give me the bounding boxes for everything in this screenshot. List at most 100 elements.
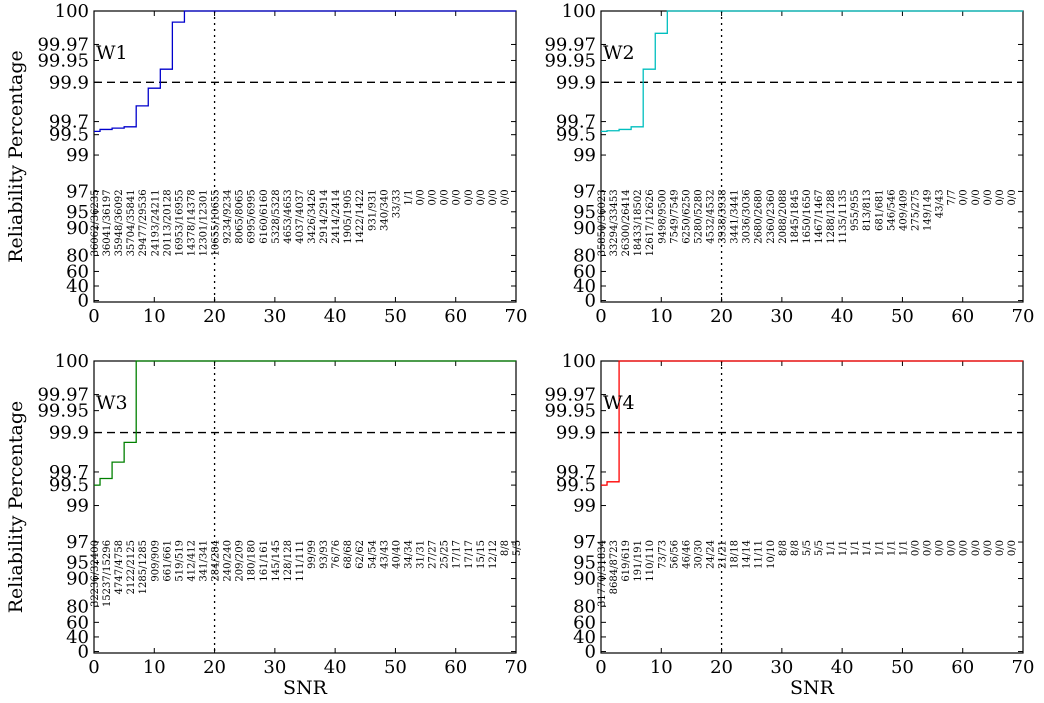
count-annotation: 5/5 (802, 540, 813, 556)
y-tick-label: 99.5 (556, 125, 596, 146)
count-annotation: 17/17 (464, 540, 475, 569)
y-tick-label: 99.95 (544, 401, 596, 422)
y-tick-label: 80 (573, 596, 596, 617)
count-annotation: 4747/4758 (114, 540, 125, 594)
y-tick-label: 60 (66, 261, 89, 282)
count-annotation: 275/275 (910, 189, 921, 231)
count-annotation: 73/73 (657, 540, 668, 569)
y-tick-label: 99.7 (49, 112, 89, 133)
count-annotation: 0/0 (959, 189, 970, 205)
count-annotation: 546/546 (886, 189, 897, 231)
count-annotation: 0/0 (476, 189, 487, 205)
count-annotation: 1/1 (403, 189, 414, 205)
count-annotation: 8684/8723 (609, 540, 620, 594)
count-annotation: 0/0 (983, 189, 994, 205)
y-tick-label: 99.7 (556, 462, 596, 483)
x-tick-label: 20 (203, 657, 226, 678)
count-annotation: 6160/6160 (259, 189, 270, 243)
y-tick-label: 99.9 (556, 423, 596, 444)
y-tick-label: 100 (562, 351, 596, 372)
y-tick-label: 90 (66, 218, 89, 239)
count-annotation: 15/15 (476, 540, 487, 569)
count-annotation: 12617/12626 (645, 189, 656, 256)
count-annotation: 2914/2914 (319, 189, 330, 243)
x-axis-label: SNR (283, 677, 328, 699)
count-annotation: 1845/1845 (790, 189, 801, 243)
count-annotation: 0/0 (995, 189, 1006, 205)
count-annotation: 0/0 (428, 189, 439, 205)
count-annotation: 35704/35841 (126, 189, 137, 256)
count-annotation: 209/209 (235, 540, 246, 582)
count-annotation: 240/240 (223, 540, 234, 582)
count-annotation: 11/11 (754, 540, 765, 569)
count-annotation: 128/128 (283, 540, 294, 582)
y-tick-label: 95 (573, 202, 596, 223)
x-tick-label: 0 (595, 306, 606, 327)
count-annotation: 145/145 (271, 540, 282, 582)
y-tick-label: 99.95 (544, 50, 596, 71)
count-annotation: 40/40 (391, 540, 402, 569)
y-tick-label: 99.9 (49, 72, 89, 93)
count-annotation: 43/43 (935, 189, 946, 218)
count-annotation: 20113/20128 (162, 189, 173, 256)
count-annotation: 409/409 (898, 189, 909, 231)
x-tick-label: 50 (891, 657, 914, 678)
x-tick-label: 20 (710, 657, 733, 678)
y-tick-label: 90 (573, 218, 596, 239)
panel-label: W2 (603, 42, 635, 64)
y-tick-label: 90 (66, 569, 89, 590)
y-tick-label: 99.95 (37, 401, 89, 422)
count-annotation: 1/1 (850, 540, 861, 556)
count-annotation: 0/0 (923, 540, 934, 556)
x-tick-label: 10 (650, 657, 673, 678)
x-tick-label: 50 (384, 657, 407, 678)
count-annotation: 10/10 (766, 540, 777, 569)
y-tick-label: 80 (66, 245, 89, 266)
count-annotation: 10655/10655 (211, 189, 222, 256)
x-tick-label: 30 (770, 657, 793, 678)
x-tick-label: 0 (88, 306, 99, 327)
x-tick-label: 20 (710, 306, 733, 327)
axes-frame (600, 360, 1024, 654)
count-annotation: 93/93 (319, 540, 330, 569)
y-tick-label: 0 (78, 642, 89, 663)
x-tick-label: 40 (324, 657, 347, 678)
x-tick-label: 60 (951, 306, 974, 327)
count-annotation: 76/76 (331, 540, 342, 569)
x-tick-label: 40 (324, 306, 347, 327)
count-annotation: 17/17 (452, 540, 463, 569)
count-annotation: 191/191 (633, 540, 644, 582)
count-annotation: 3036/3036 (742, 189, 753, 243)
count-annotation: 30/30 (693, 540, 704, 569)
count-annotation: 3441/3441 (730, 189, 741, 243)
count-annotation: 1905/1905 (343, 189, 354, 243)
y-tick-label: 99.97 (37, 34, 89, 55)
x-tick-label: 60 (444, 657, 467, 678)
y-tick-label: 95 (66, 552, 89, 573)
count-annotation: 18433/18502 (633, 189, 644, 256)
reliability-step-series (94, 10, 516, 133)
count-annotation: 54/54 (367, 540, 378, 569)
reliability-step-series (601, 10, 1023, 133)
plot-panel-w1: 0 10 20 30 40 50 60 7004060809095979999.599.799… (5, 1, 527, 327)
count-annotation: 4037/4037 (295, 189, 306, 243)
x-tick-label: 0 (88, 657, 99, 678)
y-tick-label: 40 (66, 627, 89, 648)
count-annotation: 1467/1467 (814, 189, 825, 243)
reliability-step-series (601, 360, 1023, 486)
count-annotation: 1422/1422 (355, 189, 366, 243)
count-annotation: 0/0 (464, 189, 475, 205)
count-annotation: 8/8 (778, 540, 789, 556)
y-tick-label: 100 (562, 1, 596, 22)
x-tick-label: 50 (891, 306, 914, 327)
count-annotation: 14/14 (742, 540, 753, 569)
count-annotation: 36041/36197 (102, 189, 113, 256)
count-annotation: 24/24 (706, 540, 717, 569)
x-axis-label: SNR (790, 677, 835, 699)
count-annotation: 4653/4653 (283, 189, 294, 243)
axes-frame (93, 360, 517, 654)
y-tick-label: 90 (573, 569, 596, 590)
count-annotation: 1/1 (886, 540, 897, 556)
count-annotation: 0/0 (1007, 540, 1018, 556)
y-tick-label: 80 (573, 245, 596, 266)
